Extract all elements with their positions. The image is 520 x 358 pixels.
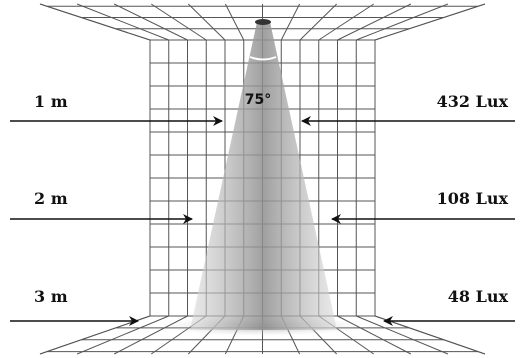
light-cone (190, 22, 337, 330)
lux-label-2: 108 Lux (437, 189, 509, 208)
grid-line (76, 3, 169, 41)
grid-line (337, 3, 412, 41)
grid-line (356, 3, 449, 41)
grid-line (280, 3, 301, 41)
grid-line (374, 3, 486, 41)
distance-label-3: 3 m (34, 287, 68, 306)
distance-label-2: 2 m (34, 189, 68, 208)
grid-line (113, 3, 188, 41)
grid-line (318, 3, 375, 41)
ceiling-grid (39, 3, 486, 41)
grid-line (299, 3, 338, 41)
grid-line (224, 3, 245, 41)
beam-angle-label: 75° (245, 92, 271, 108)
lux-label-3: 48 Lux (448, 287, 509, 306)
lamp-fixture (255, 19, 271, 25)
lux-label-1: 432 Lux (437, 92, 509, 111)
grid-line (150, 3, 207, 41)
beam-angle-arc (249, 56, 277, 61)
grid-line (374, 315, 486, 355)
grid-line (39, 3, 151, 41)
grid-line (356, 315, 449, 355)
distance-label-1: 1 m (34, 92, 68, 111)
grid-line (187, 3, 226, 41)
grid-line (76, 315, 169, 355)
